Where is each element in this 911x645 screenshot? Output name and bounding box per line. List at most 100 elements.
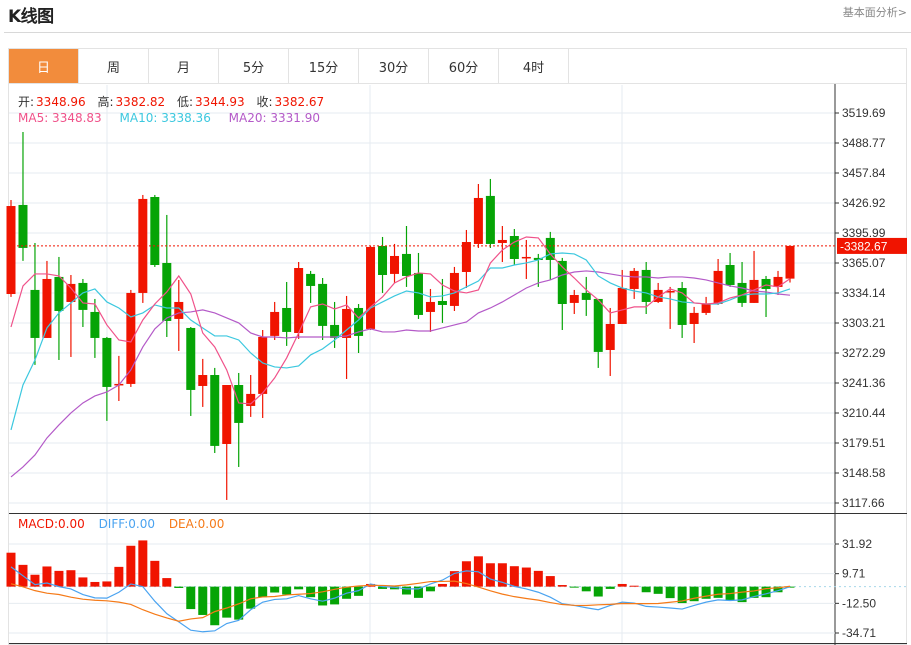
candle-down bbox=[186, 327, 196, 390]
price-tick-label: 3519.69 bbox=[842, 106, 886, 120]
macd-bar-negative bbox=[282, 586, 292, 595]
macd-legend-value: MACD:0.00 bbox=[18, 517, 85, 531]
macd-bar-negative bbox=[186, 586, 196, 610]
macd-bar-positive bbox=[114, 566, 124, 587]
candle-down bbox=[90, 311, 100, 338]
diff-line bbox=[10, 566, 791, 633]
tab-5min[interactable]: 5分 bbox=[219, 49, 289, 83]
price-tick-label: 3210.44 bbox=[842, 406, 886, 420]
macd-tick-label: 9.71 bbox=[842, 567, 866, 581]
macd-bar-negative bbox=[330, 586, 340, 605]
open-label: 开: bbox=[18, 95, 35, 109]
macd-bar-positive bbox=[485, 563, 495, 587]
macd-bar-negative bbox=[677, 586, 687, 604]
candle-down bbox=[509, 235, 519, 259]
candle-up bbox=[222, 384, 232, 444]
candle-down bbox=[282, 307, 292, 332]
candle-up bbox=[569, 294, 579, 303]
macd-bar-negative bbox=[713, 586, 723, 598]
candle-down bbox=[641, 269, 651, 302]
candle-down bbox=[354, 307, 364, 336]
candle-down bbox=[581, 292, 591, 300]
candle-up bbox=[521, 256, 531, 259]
macd-bar-negative bbox=[701, 586, 711, 599]
candle-down bbox=[401, 253, 411, 276]
candle-down bbox=[30, 289, 40, 338]
ohlc-legend: 开: 3348.96 高: 3382.82 低: 3344.93 收: 3382.67 bbox=[18, 93, 326, 110]
candle-down bbox=[593, 298, 603, 352]
macd-bar-negative bbox=[222, 586, 232, 618]
tab-15min[interactable]: 15分 bbox=[289, 49, 359, 83]
open-value: 3348.96 bbox=[36, 95, 86, 109]
candle-down bbox=[210, 375, 220, 446]
candle-up bbox=[605, 323, 615, 350]
candle-down bbox=[725, 265, 735, 285]
candle-up bbox=[66, 283, 76, 302]
dea-legend-value: DEA:0.00 bbox=[168, 517, 225, 531]
macd-bar-positive bbox=[545, 576, 555, 587]
macd-bar-negative bbox=[749, 586, 759, 598]
close-value: 3382.67 bbox=[274, 95, 325, 109]
macd-bar-positive bbox=[449, 571, 459, 587]
macd-bar-negative bbox=[198, 586, 208, 615]
close-label: 收: bbox=[256, 95, 273, 109]
candle-down bbox=[761, 278, 771, 289]
macd-bar-positive bbox=[6, 552, 16, 587]
candle-down bbox=[234, 384, 244, 423]
ma-legend: MA5: 3348.83 MA10: 3338.36 MA20: 3331.90 bbox=[18, 111, 322, 125]
candle-down bbox=[413, 272, 423, 315]
macd-bar-negative bbox=[174, 586, 184, 588]
price-tick-label: 3179.51 bbox=[842, 436, 886, 450]
macd-bar-negative bbox=[593, 586, 603, 597]
tab-4hour[interactable]: 4时 bbox=[499, 49, 569, 83]
candle-down bbox=[102, 337, 112, 387]
price-tick-label: 3395.99 bbox=[842, 226, 886, 240]
price-tick-label: 3148.58 bbox=[842, 466, 886, 480]
tab-60min[interactable]: 60分 bbox=[429, 49, 499, 83]
macd-bar-negative bbox=[581, 586, 591, 592]
tab-week[interactable]: 周 bbox=[79, 49, 149, 83]
candle-up bbox=[174, 301, 184, 319]
macd-bar-positive bbox=[509, 566, 519, 587]
price-tick-label: 3426.92 bbox=[842, 196, 886, 210]
candle-down bbox=[557, 260, 567, 304]
macd-bar-negative bbox=[390, 586, 400, 590]
candle-down bbox=[330, 324, 340, 338]
candle-up bbox=[473, 197, 483, 244]
candle-up bbox=[270, 311, 280, 336]
macd-tick-label: -34.71 bbox=[842, 626, 876, 640]
macd-legend: MACD:0.00 DIFF:0.00 DEA:0.00 bbox=[18, 517, 226, 531]
dea-line bbox=[10, 580, 791, 622]
price-tick-label: 3457.84 bbox=[842, 166, 886, 180]
candle-up bbox=[390, 255, 400, 274]
macd-bar-negative bbox=[294, 586, 304, 590]
candle-up bbox=[126, 292, 136, 384]
price-tick-label: 3365.07 bbox=[842, 256, 886, 270]
candle-down bbox=[54, 276, 64, 311]
candle-up bbox=[342, 308, 352, 338]
candle-up bbox=[689, 312, 699, 324]
candle-up bbox=[425, 301, 435, 312]
ma20-line bbox=[10, 270, 791, 478]
macd-bar-positive bbox=[437, 583, 447, 587]
price-tick-label: 3117.66 bbox=[842, 496, 885, 510]
tab-30min[interactable]: 30分 bbox=[359, 49, 429, 83]
candle-down bbox=[545, 237, 555, 260]
candle-down bbox=[18, 204, 28, 248]
ma5-legend: MA5: 3348.83 bbox=[18, 111, 102, 125]
macd-bar-negative bbox=[306, 586, 316, 598]
macd-bar-negative bbox=[413, 586, 423, 598]
tab-day[interactable]: 日 bbox=[9, 49, 79, 83]
high-label: 高: bbox=[97, 95, 114, 109]
macd-bar-negative bbox=[665, 586, 675, 599]
candle-up bbox=[629, 270, 639, 289]
candle-up bbox=[713, 270, 723, 304]
fundamental-analysis-link[interactable]: 基本面分析> bbox=[842, 6, 907, 19]
candle-up bbox=[6, 206, 16, 295]
tab-month[interactable]: 月 bbox=[149, 49, 219, 83]
candle-down bbox=[150, 196, 160, 266]
macd-tick-label: 31.92 bbox=[842, 537, 872, 551]
macd-bar-positive bbox=[66, 570, 76, 587]
macd-bar-positive bbox=[629, 585, 639, 587]
